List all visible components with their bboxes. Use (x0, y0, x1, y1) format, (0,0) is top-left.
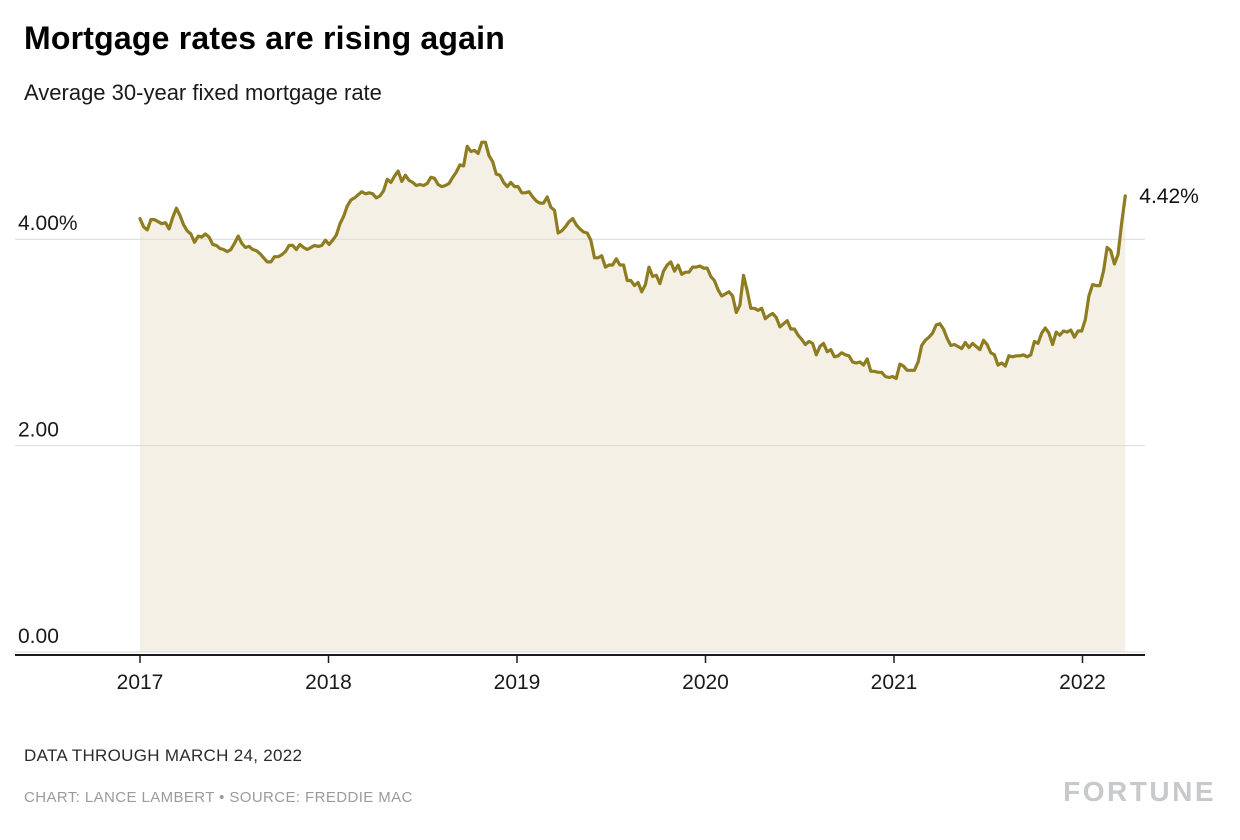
x-axis-label: 2021 (871, 671, 918, 694)
rate-line (138, 140, 1127, 381)
fortune-logo: FORTUNE (1063, 776, 1216, 807)
x-axis-label: 2018 (305, 671, 352, 694)
x-axis-label: 2017 (117, 671, 164, 694)
x-axis-label: 2020 (682, 671, 729, 694)
rate-area-fill (140, 142, 1126, 652)
x-axis-label: 2019 (494, 671, 541, 694)
data-through-note: DATA THROUGH MARCH 24, 2022 (24, 746, 303, 765)
x-axis-label: 2022 (1059, 671, 1106, 694)
y-axis-label: 2.00 (18, 419, 59, 442)
latest-rate-annotation: 4.42% (1139, 185, 1199, 208)
y-axis-label: 4.00% (18, 212, 78, 235)
credit-line: CHART: LANCE LAMBERT • SOURCE: FREDDIE M… (24, 789, 413, 806)
y-axis-label: 0.00 (18, 625, 59, 648)
chart-subtitle: Average 30-year fixed mortgage rate (24, 80, 382, 105)
page-title: Mortgage rates are rising again (24, 20, 506, 56)
mortgage-rate-chart: 0.00 2.00 4.00% 2017 2018 2019 2020 2021 2022 4.4… (15, 140, 1199, 694)
